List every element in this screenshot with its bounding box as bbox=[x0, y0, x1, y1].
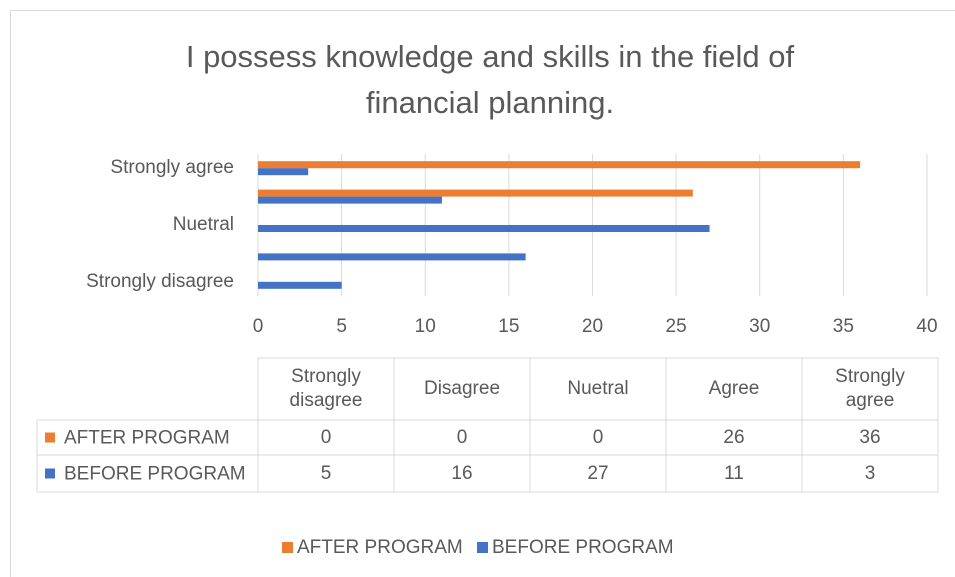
bar bbox=[258, 161, 861, 169]
y-tick-label: Nuetral bbox=[173, 214, 234, 235]
table-cell: 5 bbox=[320, 462, 332, 484]
legend-label: AFTER PROGRAM bbox=[297, 537, 463, 558]
y-tick-label: Strongly agree bbox=[110, 157, 234, 178]
x-tick-label: 5 bbox=[336, 316, 347, 337]
legend-key bbox=[282, 542, 293, 553]
table-cell: 0 bbox=[456, 426, 468, 448]
legend-label: BEFORE PROGRAM bbox=[492, 537, 674, 558]
bar bbox=[258, 196, 442, 204]
legend-key bbox=[45, 468, 55, 479]
bar bbox=[258, 225, 710, 232]
bar bbox=[258, 281, 342, 289]
table-row-label: BEFORE PROGRAM bbox=[64, 464, 246, 485]
x-tick-label: 0 bbox=[253, 316, 264, 337]
chart-title: I possess knowledge and skills in the fi… bbox=[185, 39, 795, 120]
table-cell: 3 bbox=[864, 462, 876, 484]
table-header: Disagree bbox=[423, 378, 501, 399]
table-cell: 26 bbox=[723, 426, 745, 448]
table-header: Strongly disagree bbox=[289, 366, 363, 411]
bar bbox=[258, 189, 693, 197]
bar bbox=[258, 168, 309, 176]
table-header: Agree bbox=[708, 378, 760, 399]
x-tick-label: 35 bbox=[833, 316, 854, 337]
x-tick-label: 40 bbox=[916, 316, 937, 337]
x-tick-label: 20 bbox=[582, 316, 603, 337]
x-tick-label: 10 bbox=[415, 316, 436, 337]
table-cell: 11 bbox=[724, 462, 744, 484]
y-tick-label: Strongly disagree bbox=[86, 271, 234, 292]
chart-border bbox=[10, 10, 955, 577]
legend-key bbox=[477, 542, 488, 553]
table-header: Nuetral bbox=[567, 378, 629, 399]
x-tick-label: 15 bbox=[498, 316, 519, 337]
table-cell: 16 bbox=[451, 462, 473, 484]
table-cell: 0 bbox=[320, 426, 332, 448]
bar bbox=[258, 253, 526, 261]
table-row-label: AFTER PROGRAM bbox=[64, 428, 230, 449]
table-header: Strongly agree bbox=[835, 366, 905, 411]
table-cell: 36 bbox=[859, 426, 881, 448]
x-tick-label: 25 bbox=[666, 316, 687, 337]
table-cell: 0 bbox=[592, 426, 604, 448]
table-cell: 27 bbox=[587, 462, 609, 484]
legend-key bbox=[45, 432, 55, 443]
x-tick-label: 30 bbox=[749, 316, 770, 337]
